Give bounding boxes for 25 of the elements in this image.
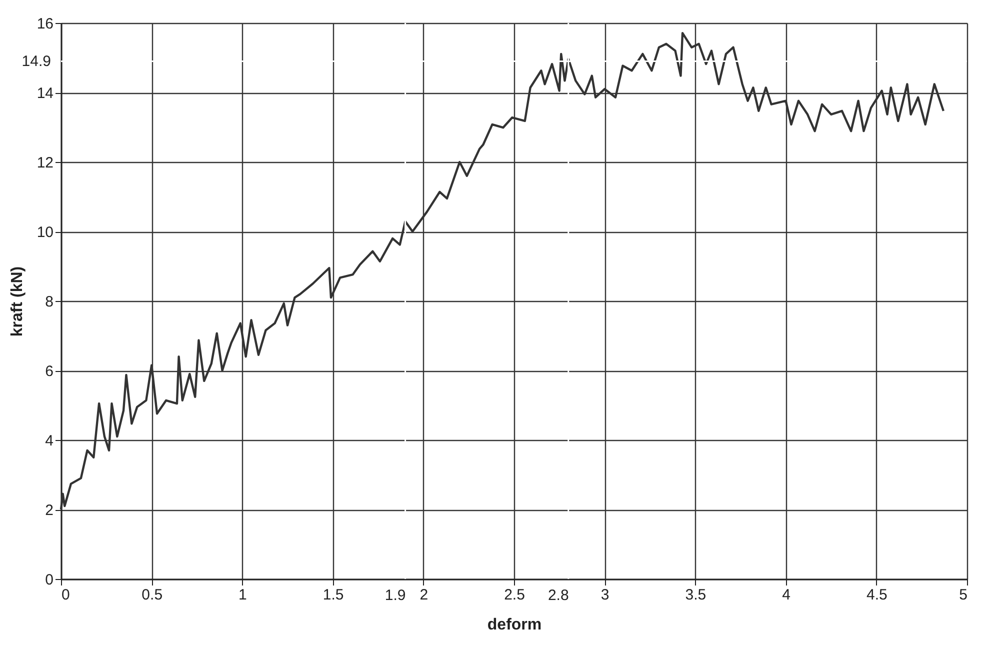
x-tick-label: 2.5 (504, 586, 525, 604)
y-tick-label: 14 (36, 85, 54, 102)
y-tick-label: 6 (45, 363, 54, 380)
x-tick-label: 3 (600, 586, 610, 604)
y-tick-label: 16 (36, 16, 54, 32)
x-tick-label: 2 (420, 586, 428, 604)
x-tick-label: 0.5 (142, 586, 163, 604)
x-tick-label: 1 (238, 586, 247, 604)
x-tick-label: 1.5 (322, 586, 344, 604)
ref-line-label: 2.8 (548, 587, 569, 604)
y-tick-label: 0 (45, 572, 54, 588)
x-tick-label: 4.5 (866, 586, 888, 604)
x-axis-title: deform (487, 616, 542, 634)
y-tick-label: 2 (45, 502, 54, 519)
y-axis-title: kraft (kN) (8, 266, 26, 337)
ref-line-label: 14.9 (22, 53, 51, 70)
y-tick-label: 12 (36, 154, 54, 172)
y-tick-label: 8 (45, 294, 54, 310)
x-tick-label: 3.5 (685, 586, 706, 604)
ref-line-label: 1.9 (384, 587, 406, 604)
x-tick-label: 4 (782, 586, 790, 604)
y-tick-label: 10 (36, 224, 54, 241)
x-tick-label: 0 (62, 586, 70, 604)
x-tick-label: 5 (959, 586, 968, 604)
y-tick-label: 4 (45, 432, 54, 450)
